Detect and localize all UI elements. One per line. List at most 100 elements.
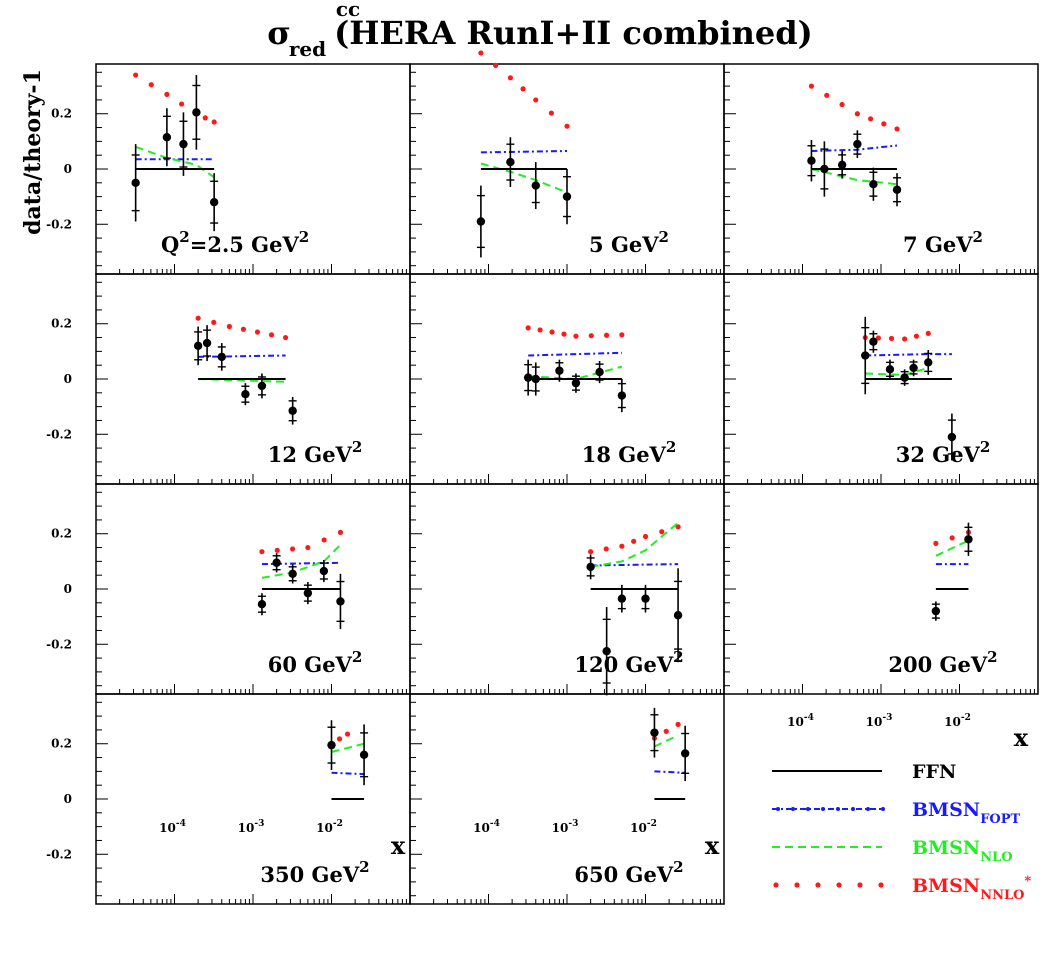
nlo-line xyxy=(331,742,365,753)
y-tick-label: -0.2 xyxy=(46,847,72,861)
fopt-line xyxy=(528,351,622,357)
data-point xyxy=(562,192,572,201)
data-point xyxy=(257,381,267,391)
y-tick-label: 0.2 xyxy=(51,527,72,541)
legend-nnlo-marker xyxy=(794,882,800,888)
y-tick-label: 0 xyxy=(64,372,72,386)
nnlo-point xyxy=(659,529,665,535)
nlo-line xyxy=(480,162,568,194)
data-point xyxy=(964,535,973,544)
panel: 32 GeV2 xyxy=(723,273,1039,485)
fopt-line xyxy=(480,150,568,154)
data-point xyxy=(861,351,870,360)
fopt-line xyxy=(198,354,286,358)
data-point xyxy=(327,740,336,750)
data-point xyxy=(617,594,627,603)
nnlo-point xyxy=(254,329,261,335)
y-tick-label: 0.2 xyxy=(51,737,72,751)
panel: 200 GeV2 xyxy=(723,483,1039,695)
nnlo-point xyxy=(537,327,543,333)
data-point xyxy=(241,389,250,399)
data-point xyxy=(885,365,895,374)
data-point xyxy=(303,588,313,598)
panel-label: 12 GeV2 xyxy=(268,438,363,467)
x-axis-label: x xyxy=(705,831,720,860)
data-point xyxy=(476,217,486,226)
legend-fopt-marker xyxy=(866,807,870,811)
x-tick-label: 10-2 xyxy=(630,819,657,835)
data-point xyxy=(586,562,595,572)
nnlo-point xyxy=(525,325,531,331)
panel-label: 200 GeV2 xyxy=(888,648,997,677)
nnlo-point xyxy=(949,535,955,541)
legend-nnlo-marker xyxy=(836,882,842,888)
chart-title: σred (HERA RunI+II combined) xyxy=(267,14,813,61)
data-point xyxy=(359,750,369,759)
data-point xyxy=(179,139,188,149)
panel-label: 32 GeV2 xyxy=(896,438,991,467)
nnlo-point xyxy=(195,315,201,321)
data-point xyxy=(602,646,611,656)
fopt-line xyxy=(654,770,686,774)
nnlo-point xyxy=(619,332,625,338)
y-tick-label: 0 xyxy=(64,792,72,806)
nnlo-point xyxy=(881,121,887,127)
nnlo-point xyxy=(289,546,296,552)
data-point xyxy=(853,139,862,149)
data-point xyxy=(892,185,902,194)
nnlo-point xyxy=(321,537,327,543)
fopt-line xyxy=(865,353,952,357)
panels-group: Q2=2.5 GeV2 5 GeV2 7 GeV2 12 GeV2 18 GeV2 32 … xyxy=(46,50,1039,905)
nnlo-point xyxy=(824,92,830,98)
legend: FFN BMSNFOPT BMSNNLO BMSNNNLO* xyxy=(772,761,1031,903)
nnlo-point xyxy=(259,549,265,555)
nnlo-point xyxy=(839,101,845,108)
y-tick-label: 0.2 xyxy=(51,107,72,121)
legend-fopt-marker xyxy=(821,807,825,811)
nnlo-point xyxy=(603,546,609,552)
panel: 12 GeV2 xyxy=(95,273,411,485)
data-point xyxy=(641,594,650,603)
nnlo-point xyxy=(548,110,554,116)
title-subscript: red xyxy=(289,37,326,61)
nnlo-point xyxy=(211,119,217,125)
nnlo-point xyxy=(133,72,139,78)
nnlo-point xyxy=(226,323,232,330)
panel-label: Q2=2.5 GeV2 xyxy=(161,228,309,257)
panel: Q2=2.5 GeV2 xyxy=(95,63,411,275)
data-point xyxy=(131,178,140,188)
data-point xyxy=(820,164,829,174)
x-tick-label: 10-2 xyxy=(316,819,343,835)
nnlo-point xyxy=(561,331,567,337)
panel-frame xyxy=(95,483,411,695)
panel: 350 GeV2 xyxy=(95,693,411,905)
nnlo-point xyxy=(603,332,610,338)
nnlo-point xyxy=(573,333,579,339)
nnlo-point xyxy=(888,335,895,342)
nnlo-point xyxy=(642,533,649,540)
y-axis-label: data/theory-1 xyxy=(20,69,46,235)
nnlo-point xyxy=(902,336,908,342)
nnlo-point xyxy=(533,97,539,103)
panel-label: 120 GeV2 xyxy=(574,648,683,677)
data-point xyxy=(272,558,281,567)
nnlo-point xyxy=(478,50,484,56)
data-point xyxy=(506,157,515,167)
panel: 5 GeV2 xyxy=(409,50,725,275)
data-point xyxy=(531,181,540,190)
fopt-line xyxy=(331,771,365,776)
legend-label: FFN xyxy=(912,761,956,783)
title-text: (HERA RunI+II combined) xyxy=(334,14,813,52)
panel-label: 5 GeV2 xyxy=(589,228,669,257)
data-point xyxy=(257,599,267,609)
panel-label: 7 GeV2 xyxy=(903,228,983,257)
data-point xyxy=(837,160,847,170)
y-tick-label: -0.2 xyxy=(46,637,72,651)
legend-nnlo-marker xyxy=(773,882,779,888)
nnlo-point xyxy=(867,116,874,122)
nnlo-point xyxy=(179,101,185,107)
x-tick-label: 10-3 xyxy=(552,819,579,835)
data-point xyxy=(595,367,604,377)
nnlo-point xyxy=(274,547,280,553)
